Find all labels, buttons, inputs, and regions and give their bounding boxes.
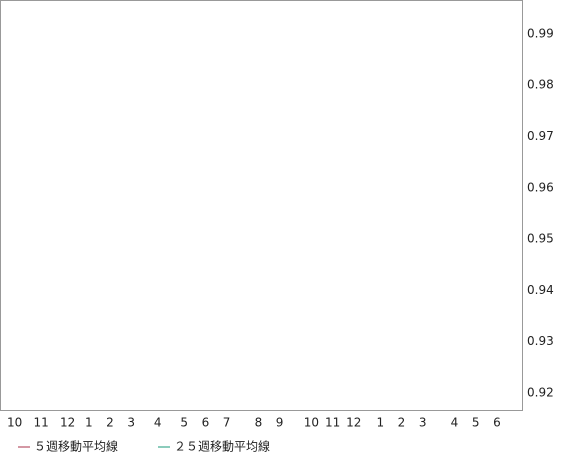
x-tick-label: 7 bbox=[223, 416, 231, 430]
x-tick-label: 9 bbox=[276, 416, 284, 430]
y-tick-label: 0.95 bbox=[527, 232, 554, 246]
y-tick-label: 0.94 bbox=[527, 283, 554, 297]
x-tick-label: 10 bbox=[7, 416, 22, 430]
y-tick-label: 0.96 bbox=[527, 180, 554, 194]
x-tick-label: 2 bbox=[106, 416, 114, 430]
x-tick-label: 11 bbox=[33, 416, 48, 430]
y-tick-label: 0.92 bbox=[527, 386, 554, 400]
x-tick-label: 4 bbox=[451, 416, 459, 430]
x-tick-label: 6 bbox=[493, 416, 501, 430]
x-tick-label: 12 bbox=[60, 416, 75, 430]
y-tick-label: 0.93 bbox=[527, 334, 554, 348]
x-tick-label: 4 bbox=[154, 416, 162, 430]
plot-frame bbox=[0, 0, 523, 411]
y-tick-label: 0.99 bbox=[527, 26, 554, 40]
x-tick-label: 10 bbox=[304, 416, 319, 430]
x-tick-label: 5 bbox=[180, 416, 188, 430]
y-tick-label: 0.97 bbox=[527, 129, 554, 143]
y-tick-label: 0.98 bbox=[527, 78, 554, 92]
x-tick-label: 12 bbox=[346, 416, 361, 430]
x-tick-label: 6 bbox=[202, 416, 210, 430]
legend-label: ５週移動平均線 bbox=[34, 439, 118, 454]
x-tick-label: 8 bbox=[255, 416, 263, 430]
x-tick-label: 3 bbox=[127, 416, 135, 430]
x-tick-label: 11 bbox=[325, 416, 340, 430]
x-tick-label: 2 bbox=[398, 416, 406, 430]
x-tick-label: 1 bbox=[85, 416, 93, 430]
x-tick-label: 3 bbox=[419, 416, 427, 430]
legend-label: ２５週移動平均線 bbox=[174, 439, 270, 454]
x-tick-label: 5 bbox=[472, 416, 480, 430]
x-tick-label: 1 bbox=[376, 416, 384, 430]
